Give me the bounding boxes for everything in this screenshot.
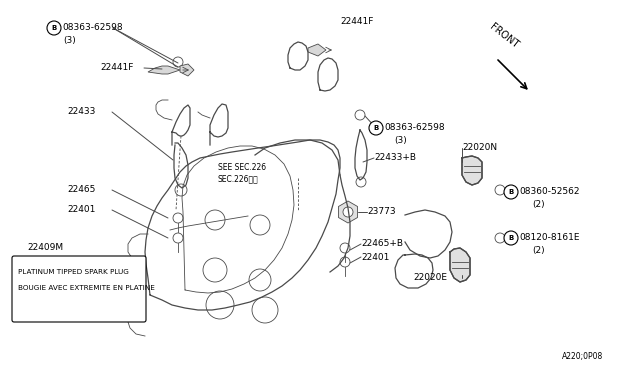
Polygon shape xyxy=(148,66,180,74)
Polygon shape xyxy=(462,156,482,185)
Text: 08120-8161E: 08120-8161E xyxy=(519,234,579,243)
Circle shape xyxy=(47,21,61,35)
Circle shape xyxy=(356,177,366,187)
Text: A220;0P08: A220;0P08 xyxy=(562,352,604,360)
Circle shape xyxy=(340,243,350,253)
Text: B: B xyxy=(373,125,379,131)
Text: 22401: 22401 xyxy=(67,205,95,215)
Text: 22433: 22433 xyxy=(67,108,95,116)
Text: 22465: 22465 xyxy=(67,186,95,195)
Circle shape xyxy=(504,185,518,199)
Text: 22020N: 22020N xyxy=(462,144,497,153)
Text: 23773: 23773 xyxy=(367,208,396,217)
Text: 22465+B: 22465+B xyxy=(361,240,403,248)
Text: B: B xyxy=(508,235,514,241)
Text: 08363-62598: 08363-62598 xyxy=(384,124,445,132)
Text: BOUGIE AVEC EXTREMITE EN PLATINE: BOUGIE AVEC EXTREMITE EN PLATINE xyxy=(18,285,155,291)
Text: (2): (2) xyxy=(532,199,545,208)
Text: 22441F: 22441F xyxy=(100,64,133,73)
Text: PLATINUM TIPPED SPARK PLUG: PLATINUM TIPPED SPARK PLUG xyxy=(18,269,129,275)
Circle shape xyxy=(205,210,225,230)
FancyBboxPatch shape xyxy=(12,256,146,322)
Circle shape xyxy=(504,231,518,245)
Circle shape xyxy=(206,291,234,319)
Text: (2): (2) xyxy=(532,246,545,254)
Text: 08363-62598: 08363-62598 xyxy=(62,23,123,32)
Circle shape xyxy=(252,297,278,323)
Circle shape xyxy=(340,257,350,267)
Circle shape xyxy=(343,207,353,217)
Polygon shape xyxy=(180,64,194,76)
Circle shape xyxy=(173,213,183,223)
Text: (3): (3) xyxy=(394,135,407,144)
Circle shape xyxy=(250,215,270,235)
Circle shape xyxy=(495,233,505,243)
Text: B: B xyxy=(508,189,514,195)
Text: 22433+B: 22433+B xyxy=(374,154,416,163)
Text: SEC.226参照: SEC.226参照 xyxy=(218,174,259,183)
Circle shape xyxy=(355,110,365,120)
Circle shape xyxy=(369,121,383,135)
Polygon shape xyxy=(339,201,358,223)
Polygon shape xyxy=(450,248,470,282)
Text: 22409M: 22409M xyxy=(27,244,63,253)
Text: SEE SEC.226: SEE SEC.226 xyxy=(218,164,266,173)
Text: 22441F: 22441F xyxy=(340,17,373,26)
Circle shape xyxy=(203,258,227,282)
Text: (3): (3) xyxy=(63,35,76,45)
Circle shape xyxy=(249,269,271,291)
Circle shape xyxy=(173,233,183,243)
Text: B: B xyxy=(51,25,56,31)
Text: FRONT: FRONT xyxy=(488,22,520,50)
Text: 08360-52562: 08360-52562 xyxy=(519,187,579,196)
Text: 22401: 22401 xyxy=(361,253,389,262)
Circle shape xyxy=(495,185,505,195)
Circle shape xyxy=(175,184,187,196)
Text: 22020E: 22020E xyxy=(413,273,447,282)
Polygon shape xyxy=(308,44,326,56)
Circle shape xyxy=(173,57,183,67)
